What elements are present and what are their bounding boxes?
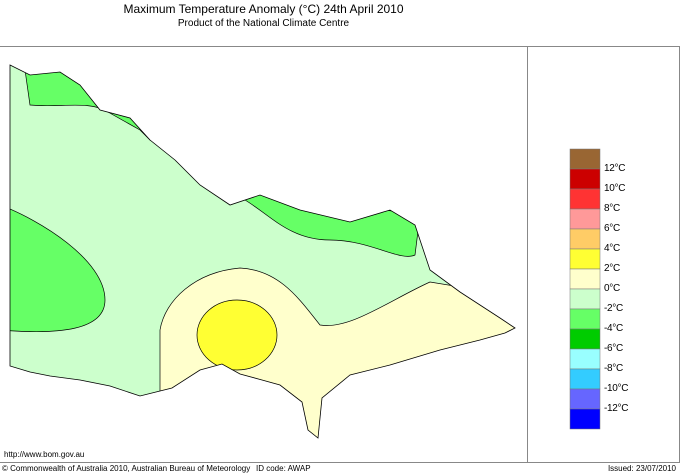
region-neg4-west — [10, 204, 106, 332]
legend-label: 4°C — [604, 243, 620, 254]
legend-swatch — [569, 188, 601, 210]
region-neg4-northeast — [244, 189, 421, 257]
legend-label: -4°C — [604, 323, 623, 334]
legend-label: -2°C — [604, 303, 623, 314]
legend-label: -10°C — [604, 383, 629, 394]
legend-label: -12°C — [604, 403, 629, 414]
legend-swatch — [569, 348, 601, 370]
legend-label: -8°C — [604, 363, 623, 374]
legend-swatch — [569, 148, 601, 170]
legend-swatch — [569, 328, 601, 350]
legend-swatch — [569, 268, 601, 290]
legend-label: 8°C — [604, 203, 620, 214]
map-subtitle: Product of the National Climate Centre — [177, 18, 350, 29]
region-2-4 — [196, 299, 278, 371]
legend-label: 12°C — [604, 163, 626, 174]
legend-label: 6°C — [604, 223, 620, 234]
legend-swatch — [569, 288, 601, 310]
legend-label: 10°C — [604, 183, 626, 194]
legend-label: 2°C — [604, 263, 620, 274]
legend-swatch — [569, 208, 601, 230]
legend-swatch — [569, 408, 601, 430]
color-legend — [569, 148, 601, 430]
issued-date: Issued: 23/07/2010 — [607, 464, 676, 473]
copyright: © Commonwealth of Australia 2010, Austra… — [2, 464, 251, 473]
panel-divider — [527, 46, 528, 462]
legend-swatch — [569, 308, 601, 330]
legend-swatch — [569, 368, 601, 390]
legend-label: 0°C — [604, 283, 620, 294]
legend-swatch — [569, 168, 601, 190]
id-code: ID code: AWAP — [256, 464, 311, 473]
legend-label: -6°C — [604, 343, 623, 354]
legend-swatch — [569, 228, 601, 250]
legend-swatch — [569, 388, 601, 410]
map-title: Maximum Temperature Anomaly (°C) 24th Ap… — [123, 2, 404, 16]
legend-swatch — [569, 248, 601, 270]
source-url[interactable]: http://www.bom.gov.au — [4, 450, 85, 459]
